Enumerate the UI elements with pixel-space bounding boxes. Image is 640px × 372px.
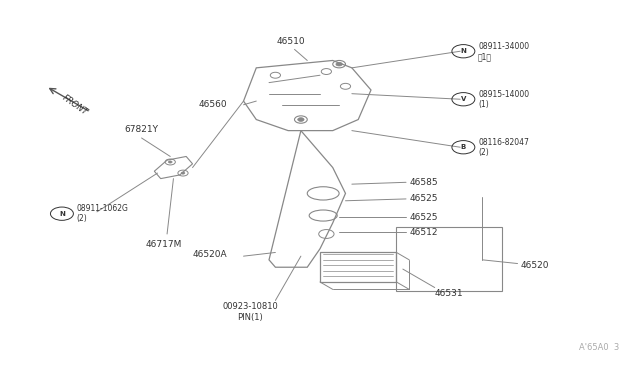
Text: PIN(1): PIN(1): [237, 313, 263, 323]
Text: 08116-82047
(2): 08116-82047 (2): [478, 138, 529, 157]
Text: 46512: 46512: [409, 228, 438, 237]
Text: N: N: [460, 48, 467, 54]
Text: A'65A0  3: A'65A0 3: [579, 343, 620, 352]
Text: 46717M: 46717M: [146, 240, 182, 248]
Text: 46531: 46531: [435, 289, 463, 298]
Circle shape: [181, 172, 185, 174]
Circle shape: [298, 118, 304, 121]
Text: 46525: 46525: [409, 195, 438, 203]
Circle shape: [168, 161, 172, 163]
Text: 46520A: 46520A: [193, 250, 228, 259]
Text: 46510: 46510: [277, 37, 306, 46]
Text: N: N: [59, 211, 65, 217]
Text: 46585: 46585: [409, 178, 438, 187]
Text: 67821Y: 67821Y: [125, 125, 159, 134]
Text: 00923-10810: 00923-10810: [222, 302, 278, 311]
Text: 08911-1062G
(2): 08911-1062G (2): [77, 204, 129, 224]
Text: FRONT: FRONT: [60, 93, 89, 117]
Circle shape: [336, 62, 342, 66]
Text: B: B: [461, 144, 466, 150]
Text: 08911-34000
、1〉: 08911-34000 、1〉: [478, 42, 529, 61]
Text: 46525: 46525: [409, 213, 438, 222]
Text: 46520: 46520: [521, 261, 549, 270]
Text: V: V: [461, 96, 466, 102]
Text: 08915-14000
(1): 08915-14000 (1): [478, 90, 529, 109]
Text: 46560: 46560: [199, 100, 228, 109]
